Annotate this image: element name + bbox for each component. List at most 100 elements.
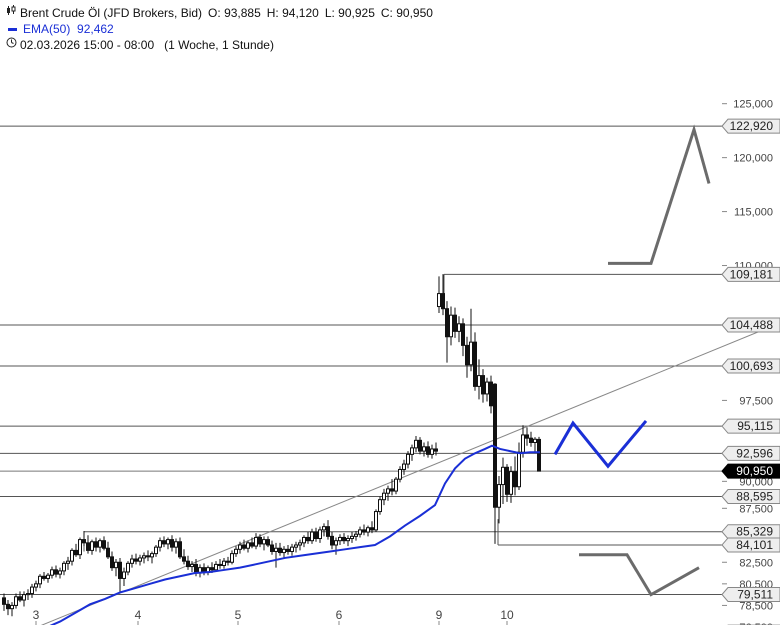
- level-tag: 92,596: [721, 445, 780, 461]
- candle-body-up: [254, 536, 258, 547]
- x-tick-label: 6: [336, 608, 343, 622]
- candle-body-up: [346, 538, 350, 542]
- candle-body-up: [238, 544, 242, 550]
- level-tag-box: [721, 488, 780, 504]
- current-price-tag-label: 90,950: [736, 464, 773, 478]
- candle-body-up: [174, 541, 178, 548]
- candle-body-up: [449, 314, 453, 338]
- candle-body-up: [78, 539, 82, 556]
- candle-body-up: [26, 593, 30, 596]
- level-tag-box: [721, 118, 780, 134]
- x-tick-label: 4: [135, 608, 142, 622]
- price-tags: 122,920 109,181 104,488 100,693 95,115 92,596…: [721, 118, 780, 625]
- candle-body-up: [354, 533, 358, 537]
- candle-body-down: [461, 323, 465, 346]
- candle-body-down: [266, 539, 270, 546]
- y-tick-label: 82,500: [739, 557, 773, 569]
- bearish-scenario-path: [579, 553, 700, 597]
- candle-body-down: [513, 471, 517, 488]
- candle-body-down: [465, 344, 469, 366]
- candle-body-up: [30, 586, 34, 595]
- candle-body-down: [74, 549, 78, 556]
- candle-body-down: [218, 563, 222, 566]
- legend-ohlc-row: Brent Crude Öl (JFD Brokers, Bid) O: 93,…: [6, 5, 433, 21]
- range-scenario-path: [553, 419, 648, 469]
- candle-body-down: [18, 596, 22, 601]
- candle-body-up: [214, 563, 218, 571]
- candle-body-down: [505, 466, 509, 495]
- candle-body-up: [338, 536, 342, 542]
- candle-body-up: [150, 553, 154, 558]
- candle-body-down: [2, 597, 6, 605]
- y-tick-label: 78,500: [739, 600, 773, 612]
- level-tag: 88,595: [721, 488, 780, 504]
- candle-body-up: [50, 569, 54, 576]
- legend-time-row: 02.03.2026 15:00 - 08:00 (1 Woche, 1 Stu…: [6, 37, 433, 53]
- level-tag-box: [721, 587, 780, 603]
- level-tag: 100,693: [721, 358, 780, 374]
- candle-body-up: [38, 575, 42, 585]
- candle-body-down: [86, 542, 90, 551]
- candle-body-down: [326, 526, 330, 537]
- candle-body-up: [14, 596, 18, 606]
- ema-line: [49, 444, 540, 625]
- level-tag-label: 104,488: [730, 318, 774, 332]
- candle-body-down: [178, 541, 182, 558]
- candle-body-up: [142, 555, 146, 559]
- datetime-range: 02.03.2026 15:00 - 08:00: [20, 38, 155, 52]
- candle-body-up: [318, 529, 322, 540]
- level-tag-box: [721, 317, 780, 333]
- candle-body-down: [418, 439, 422, 452]
- candle-body-down: [286, 548, 290, 552]
- level-tag-box: [721, 524, 780, 540]
- candle-body-down: [102, 540, 106, 549]
- x-tick-label: 5: [235, 608, 242, 622]
- candle-body-up: [90, 541, 94, 551]
- candle-body-down: [250, 542, 254, 547]
- instrument-name: Brent Crude Öl (JFD Brokers, Bid): [20, 6, 203, 20]
- candle-body-down: [441, 293, 445, 310]
- candle-body-up: [378, 499, 382, 513]
- candle-body-up: [437, 293, 441, 308]
- level-tag-box: [721, 358, 780, 374]
- candle-body-down: [134, 558, 138, 562]
- scenario-projection: [553, 124, 711, 597]
- candle-body-up: [517, 451, 521, 488]
- level-tag: 85,329: [721, 524, 780, 540]
- candle-body-up: [430, 448, 434, 455]
- candle-body-up: [485, 381, 489, 395]
- candle-body-down: [426, 446, 430, 455]
- candle-body-down: [342, 536, 346, 542]
- open-value: 93,885: [224, 6, 261, 20]
- ema-label: EMA(50): [23, 22, 71, 36]
- level-tag: 79,511: [721, 587, 780, 603]
- x-tick-label: 9: [436, 608, 443, 622]
- candle-body-up: [22, 594, 26, 601]
- y-tick-label: 97,500: [739, 395, 773, 407]
- candle-body-up: [282, 548, 286, 554]
- candle-body-up: [230, 553, 234, 563]
- candle-body-up: [114, 561, 118, 569]
- current-price-tag: 90,950: [721, 463, 780, 479]
- candle-body-down: [6, 603, 10, 610]
- close-label: C:: [380, 6, 393, 20]
- high-value: 94,120: [282, 6, 319, 20]
- candle-body-down: [525, 434, 529, 439]
- candle-body-down: [453, 314, 457, 332]
- candle-body-up: [190, 563, 194, 568]
- level-tag-box: [721, 537, 780, 553]
- current-price-tag-box: [721, 463, 780, 479]
- candle-body-up: [234, 548, 238, 555]
- candle-body-up: [70, 549, 74, 562]
- candle-body-up: [166, 539, 170, 545]
- candle-body-down: [390, 488, 394, 492]
- candle-body-down: [434, 448, 438, 452]
- level-tag: 104,488: [721, 317, 780, 333]
- candle-body-up: [158, 540, 162, 548]
- chart-legend: Brent Crude Öl (JFD Brokers, Bid) O: 93,…: [6, 5, 433, 53]
- candle-body-up: [374, 511, 378, 531]
- candle-body-down: [162, 540, 166, 545]
- level-tag-label: 84,101: [736, 538, 773, 552]
- candle-body-up: [477, 375, 481, 387]
